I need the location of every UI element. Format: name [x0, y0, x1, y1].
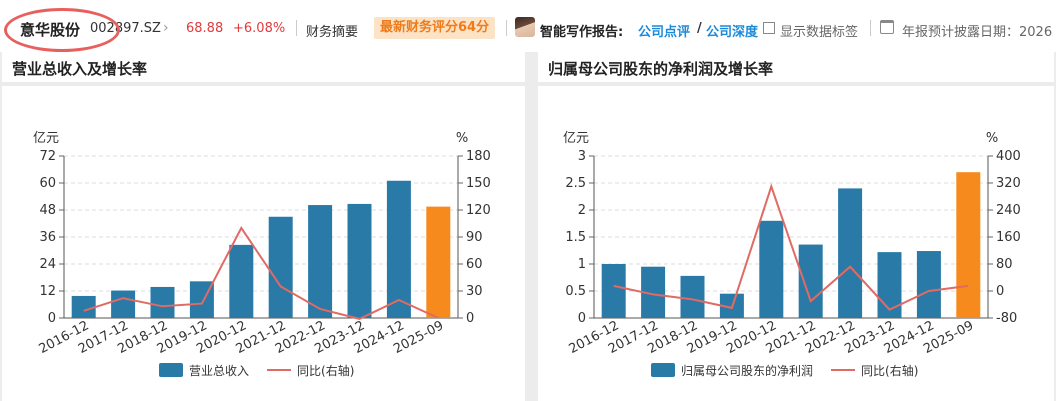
y-tick-label-right: 90 [466, 230, 483, 245]
y-tick-label-left: 1.5 [565, 230, 586, 245]
legend-label-bar[interactable]: 营业总收入 [189, 363, 250, 378]
y-tick-label-right: 240 [996, 203, 1021, 218]
bar[interactable] [386, 180, 411, 318]
chart-legend: 营业总收入 同比(右轴) [159, 362, 354, 378]
fin-score-badge[interactable]: 最新财务评分64分 [374, 17, 496, 39]
y-tick-label-left: 0 [48, 311, 56, 326]
y-tick-label-left: 60 [39, 176, 56, 191]
y-tick-label-right: 0 [996, 284, 1004, 299]
legend-line-swatch[interactable] [831, 369, 856, 371]
legend-label-line[interactable]: 同比(右轴) [861, 363, 919, 378]
bar[interactable] [229, 244, 254, 318]
y-axis-unit-left: 亿元 [33, 131, 59, 146]
bar[interactable] [798, 244, 823, 318]
y-tick-label-right: -80 [996, 311, 1017, 326]
bar[interactable] [426, 206, 451, 318]
bar[interactable] [680, 275, 705, 318]
bar[interactable] [268, 216, 293, 318]
y-tick-label-left: 2 [578, 203, 586, 218]
divider [2, 82, 525, 86]
chart-legend: 归属母公司股东的净利润 同比(右轴) [651, 362, 918, 378]
ai-avatar-icon [515, 17, 535, 37]
bar[interactable] [601, 264, 626, 318]
y-tick-label-left: 36 [39, 230, 56, 245]
link-separator: / [697, 21, 702, 36]
revenue-panel: 营业总收入及增长率 亿元% 0 12 24 36 48 60 72 0 30 60 90 120 150 1… [2, 52, 525, 401]
bar[interactable] [150, 286, 175, 318]
divider [506, 20, 507, 36]
y-tick-label-right: 0 [466, 311, 474, 326]
bar[interactable] [308, 205, 333, 318]
profit-panel: 归属母公司股东的净利润及增长率 亿元% 0 0.5 1 1.5 2 2.5 3 -80 0 80 16… [538, 52, 1054, 401]
revenue-chart: 亿元 %012243648607203060901201501802016-122… [33, 131, 491, 356]
y-tick-label-left: 2.5 [565, 176, 586, 191]
y-tick-label-left: 0.5 [565, 284, 586, 299]
y-tick-label-right: 60 [466, 257, 483, 272]
bar[interactable] [111, 290, 136, 318]
y-axis-unit-right: % [456, 131, 468, 146]
show-labels-checkbox[interactable] [763, 22, 775, 34]
y-tick-label-right: 80 [996, 257, 1013, 272]
stock-code: 002897.SZ [90, 21, 161, 36]
legend-bar-swatch[interactable] [651, 363, 675, 377]
ai-report-label: 智能写作报告: [540, 25, 624, 40]
profit-chart: 亿元 %00.511.522.53-800801602403204002016-1… [563, 131, 1021, 356]
stock-change-pct: +6.08% [233, 21, 286, 36]
bar[interactable] [838, 188, 863, 318]
y-tick-label-left: 1 [578, 257, 586, 272]
y-tick-label-left: 0 [578, 311, 586, 326]
stock-name[interactable]: 意华股份 [20, 21, 81, 39]
stock-price: 68.88 [186, 21, 224, 36]
y-axis-unit-left: 亿元 [563, 131, 589, 146]
y-tick-label-right: 30 [466, 284, 483, 299]
legend-label-line[interactable]: 同比(右轴) [297, 363, 355, 378]
show-labels-label[interactable]: 显示数据标签 [780, 25, 859, 40]
disclosure-date-label: 年报预计披露日期：2026 [902, 25, 1053, 40]
yoy-line[interactable] [613, 183, 969, 311]
divider [538, 82, 1054, 86]
bar[interactable] [956, 172, 981, 318]
y-tick-label-right: 320 [996, 176, 1021, 191]
legend-bar-swatch[interactable] [159, 363, 183, 377]
calendar-icon [880, 20, 894, 34]
divider [296, 20, 297, 36]
y-tick-label-left: 24 [39, 257, 56, 272]
company-review-link[interactable]: 公司点评 [638, 25, 691, 40]
bar[interactable] [71, 295, 96, 318]
chevron-right-icon[interactable]: › [163, 20, 169, 36]
y-tick-label-right: 180 [466, 149, 491, 164]
yoy-line[interactable] [83, 226, 439, 320]
bar[interactable] [916, 251, 941, 318]
bar[interactable] [759, 220, 784, 318]
bar[interactable] [877, 252, 902, 318]
y-tick-label-right: 160 [996, 230, 1021, 245]
legend-line-swatch[interactable] [267, 369, 292, 371]
legend-label-bar[interactable]: 归属母公司股东的净利润 [681, 363, 814, 378]
panel-title: 营业总收入及增长率 [12, 60, 148, 78]
bar[interactable] [347, 203, 372, 318]
top-bar: 意华股份 002897.SZ › 68.88 +6.08% 财务摘要 最新财务评… [0, 0, 1056, 52]
y-tick-label-right: 120 [466, 203, 491, 218]
divider [870, 20, 871, 36]
y-tick-label-left: 3 [578, 149, 586, 164]
y-tick-label-left: 72 [39, 149, 56, 164]
company-depth-link[interactable]: 公司深度 [706, 25, 759, 40]
y-axis-unit-right: % [986, 131, 998, 146]
panel-title: 归属母公司股东的净利润及增长率 [548, 60, 774, 78]
y-tick-label-left: 12 [39, 284, 56, 299]
y-tick-label-right: 400 [996, 149, 1021, 164]
fin-summary-link[interactable]: 财务摘要 [306, 25, 359, 40]
y-tick-label-left: 48 [39, 203, 56, 218]
y-tick-label-right: 150 [466, 176, 491, 191]
